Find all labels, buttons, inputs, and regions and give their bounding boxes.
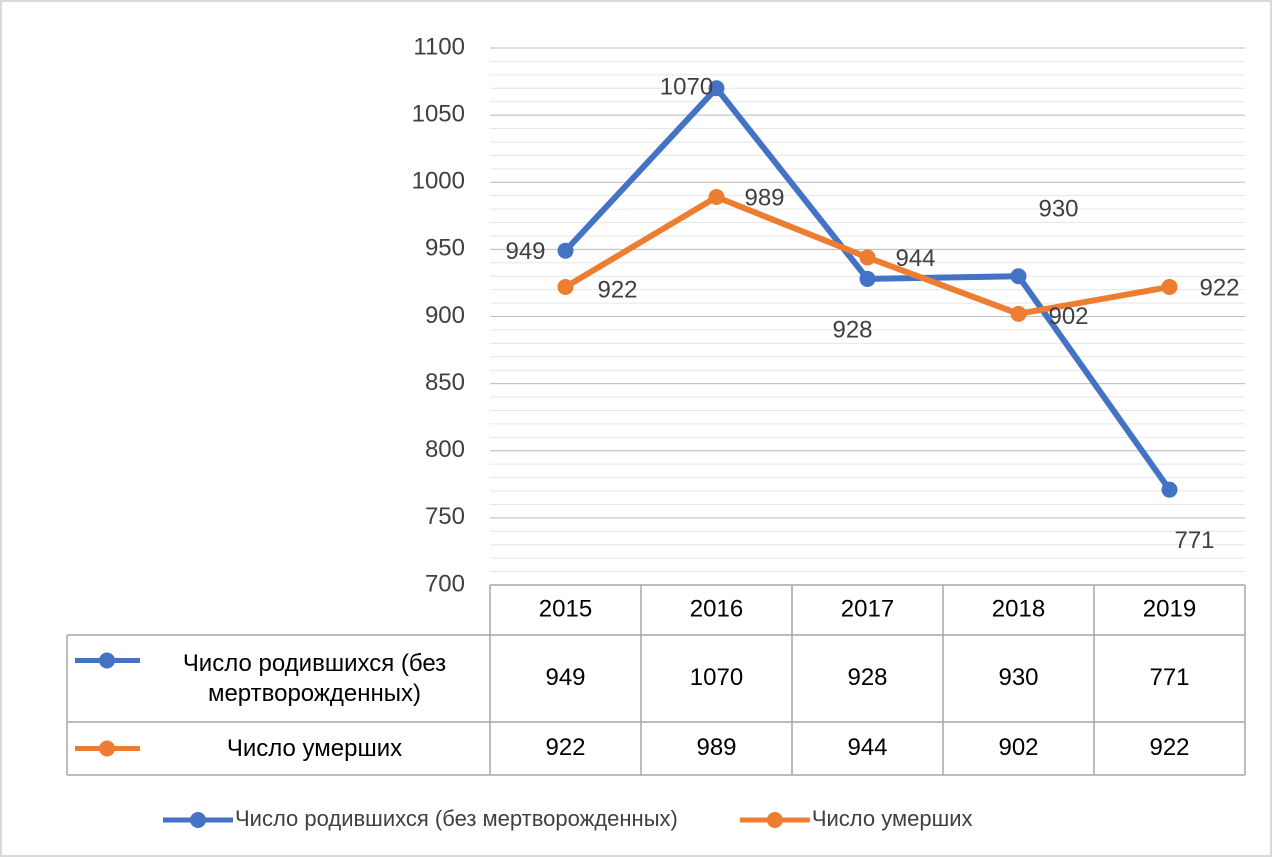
table-value: 771 [1149, 664, 1189, 691]
table-row-label: Число умерших [226, 734, 403, 762]
table-value: 944 [847, 734, 887, 761]
table-value: 928 [847, 664, 887, 691]
table-value: 1070 [690, 664, 743, 691]
legend-key-marker [99, 652, 115, 669]
y-tick-label: 1050 [412, 100, 465, 127]
x-tick-label: 2018 [992, 595, 1045, 622]
y-tick-label: 900 [425, 302, 465, 329]
series-marker [708, 80, 725, 97]
data-label: 771 [1174, 527, 1214, 554]
data-label: 989 [744, 184, 784, 211]
series-marker [557, 278, 574, 295]
series-marker [1161, 481, 1178, 498]
table-row-label: Число родившихся (без мертворожденных) [182, 649, 447, 707]
table-value: 922 [1149, 734, 1189, 761]
series-marker [1161, 278, 1178, 295]
x-tick-label: 2015 [539, 595, 592, 622]
data-label: 1070 [660, 74, 713, 101]
table-value: 989 [696, 734, 736, 761]
table-value: 949 [545, 664, 585, 691]
y-tick-label: 800 [425, 436, 465, 463]
y-tick-label: 1000 [412, 168, 465, 195]
data-label: 949 [505, 238, 545, 265]
data-label: 930 [1038, 196, 1078, 223]
legend-key-marker [766, 812, 783, 828]
table-value: 930 [998, 664, 1038, 691]
data-label: 944 [895, 245, 935, 272]
series-name: Число родившихся (без мертворожденных) [182, 649, 447, 707]
data-label: 928 [832, 316, 872, 343]
series-marker [1010, 268, 1027, 285]
y-tick-label: 950 [425, 235, 465, 262]
series-marker [708, 189, 725, 206]
table-value: 902 [998, 734, 1038, 761]
y-tick-label: 750 [425, 503, 465, 530]
legend-key-marker [190, 812, 206, 828]
series-name: Число умерших [226, 734, 403, 762]
legend-key-marker [99, 740, 115, 757]
data-label: 922 [597, 276, 637, 303]
legend-label: Число родившихся (без мертворожденных) [235, 806, 678, 831]
series-marker [859, 249, 876, 266]
y-tick-label: 850 [425, 369, 465, 396]
legend-label: Число умерших [812, 806, 973, 831]
x-tick-label: 2016 [690, 595, 743, 622]
x-tick-label: 2017 [841, 595, 894, 622]
series-marker [557, 242, 574, 259]
y-tick-label: 1100 [413, 33, 465, 60]
x-tick-label: 2019 [1143, 595, 1196, 622]
data-label: 902 [1048, 303, 1088, 330]
series-marker [859, 270, 876, 287]
data-label: 922 [1199, 274, 1239, 301]
series-marker [1010, 305, 1027, 322]
table-value: 922 [545, 734, 585, 761]
y-tick-label: 700 [425, 570, 465, 597]
